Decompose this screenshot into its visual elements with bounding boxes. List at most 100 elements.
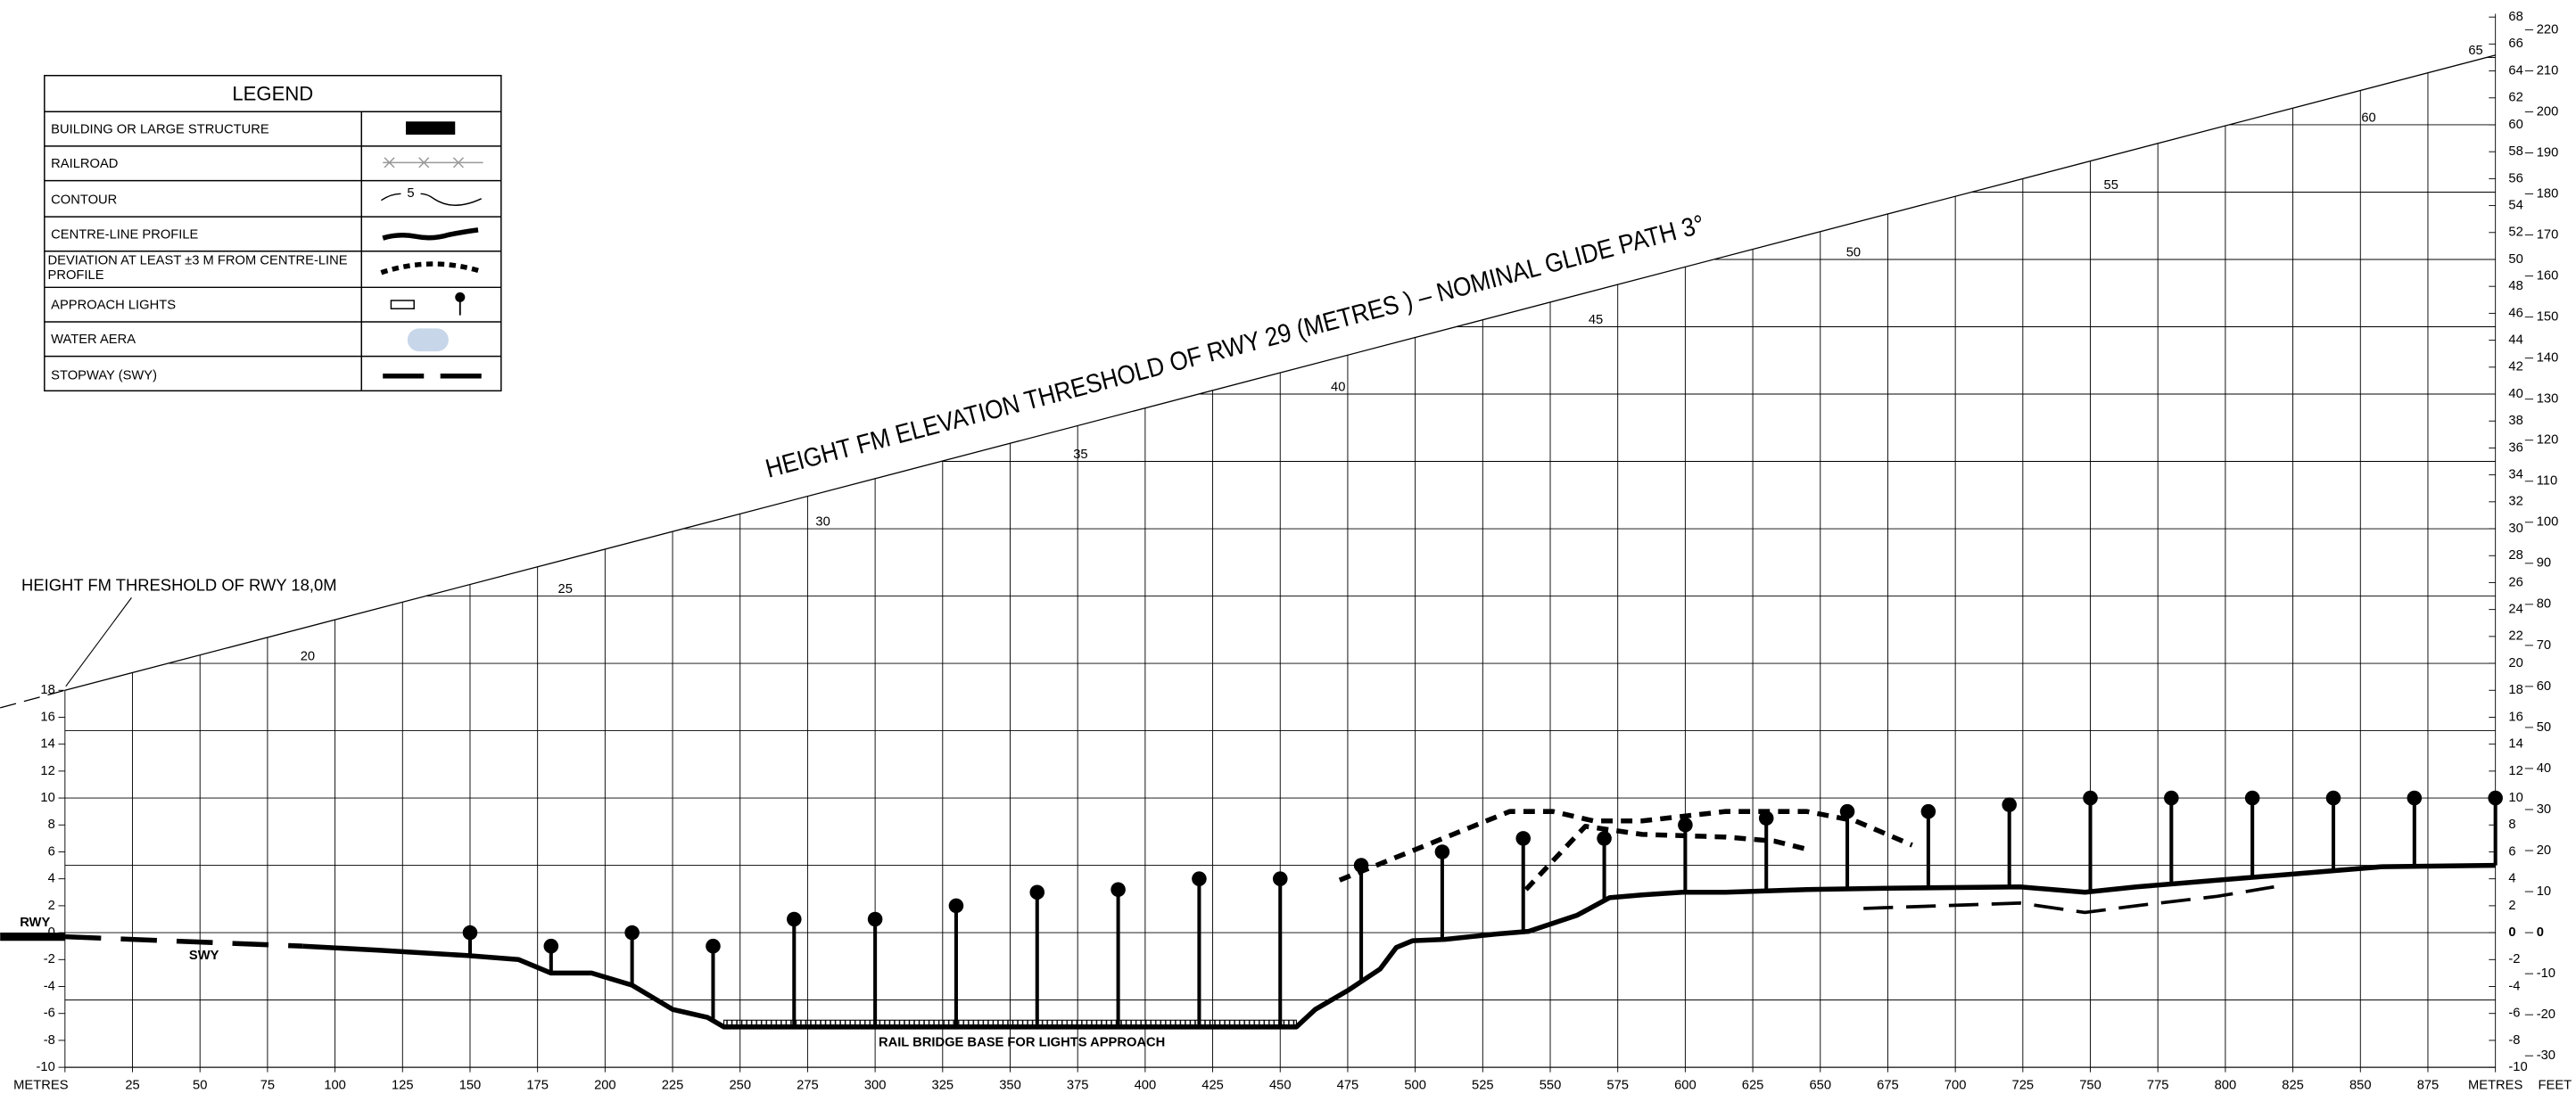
y-tick-label: 52 (2508, 226, 2522, 240)
y2-tick-label: 80 (2537, 597, 2551, 612)
x-tick-label: 600 (1674, 1078, 1697, 1092)
x-tick-label: 525 (1472, 1078, 1494, 1092)
y2-tick-label: 190 (2537, 145, 2559, 160)
y-tick-label: -2 (44, 952, 55, 966)
glide-label: 65 (2468, 44, 2482, 58)
contour-symbol (380, 193, 483, 206)
y-tick-label: 12 (2508, 764, 2522, 778)
approach-light (2244, 790, 2260, 806)
y-tick-label: 56 (2508, 171, 2522, 185)
water-symbol (407, 328, 449, 352)
x-tick-label: 500 (1404, 1078, 1426, 1092)
light-symbol (390, 300, 415, 309)
approach-light (462, 925, 478, 941)
y-tick-label: 40 (2508, 387, 2522, 401)
y-tick-label: 16 (2508, 710, 2522, 724)
y2-tick-label: 160 (2537, 268, 2559, 283)
x-tick-label: 550 (1540, 1078, 1562, 1092)
y-tick-label: 54 (2508, 198, 2522, 212)
y2-tick-label: 170 (2537, 227, 2559, 242)
y-tick-label: 48 (2508, 279, 2522, 293)
y-tick-label: 4 (48, 872, 55, 886)
y2-tick-label: -30 (2537, 1048, 2555, 1063)
x-tick-label: 100 (324, 1078, 346, 1092)
legend-label: RAILROAD (51, 157, 118, 171)
approach-light (2488, 790, 2503, 806)
y-tick-label: 18 (2508, 683, 2522, 697)
approach-light (1678, 817, 1693, 833)
approach-light (1758, 810, 1774, 826)
y2-tick-label: 110 (2537, 474, 2557, 489)
y-tick-label: 34 (2508, 468, 2522, 482)
profile-symbol (382, 227, 479, 241)
y-tick-label: -6 (44, 1007, 55, 1021)
x-tick-label: 425 (1201, 1078, 1224, 1092)
y-tick-label: 22 (2508, 629, 2522, 644)
y-tick-label: 0 (2508, 925, 2515, 940)
y2-tick-label: 10 (2537, 884, 2551, 899)
approach-light (1192, 871, 1207, 886)
y-tick-label: 28 (2508, 548, 2522, 563)
runway-label: RWY (20, 916, 50, 930)
y-tick-label: -10 (2508, 1060, 2527, 1074)
series-stopway (64, 933, 303, 949)
y-tick-label: -4 (2508, 979, 2520, 993)
y-tick-label: 46 (2508, 306, 2522, 320)
y-tick-label: 32 (2508, 495, 2522, 509)
x-tick-label: 725 (2012, 1078, 2035, 1092)
y2-tick-label: 150 (2537, 310, 2559, 325)
x-tick-label: 350 (999, 1078, 1021, 1092)
railroad-symbol (383, 157, 483, 169)
y2-tick-label: 30 (2537, 802, 2551, 817)
legend-label: WATER AERA (51, 333, 136, 347)
glide-label: 25 (558, 582, 573, 596)
approach-light (706, 938, 721, 954)
x-tick-label: 175 (526, 1078, 549, 1092)
approach-light (2083, 790, 2098, 806)
glide-path (64, 54, 2496, 691)
y-tick-label: -8 (2508, 1033, 2520, 1048)
y2-tick-label: 180 (2537, 186, 2559, 201)
approach-light (1029, 884, 1045, 900)
y-tick-label: 44 (2508, 333, 2522, 347)
y-tick-label: 50 (2508, 252, 2522, 267)
series-profile (302, 862, 2496, 1030)
x-tick-label: 675 (1877, 1078, 1899, 1092)
y2-tick-label: 60 (2537, 679, 2551, 694)
x-tick-label: 800 (2215, 1078, 2237, 1092)
x-tick-label: 750 (2079, 1078, 2101, 1092)
y-tick-label: 14 (2508, 737, 2522, 752)
approach-light (1434, 844, 1450, 859)
y2-tick-label: 210 (2537, 63, 2559, 78)
y2-tick-label: 40 (2537, 761, 2551, 776)
y-tick-label: -10 (37, 1060, 55, 1074)
y-tick-label: 6 (2508, 844, 2515, 859)
approach-light (1839, 803, 1855, 819)
x-tick-label: 650 (1809, 1078, 1831, 1092)
y-tick-label: 66 (2508, 37, 2522, 51)
glide-label: 35 (1073, 448, 1087, 462)
y2-tick-label: 100 (2537, 515, 2559, 530)
threshold-note: HEIGHT FM THRESHOLD OF RWY 18,0M (21, 575, 337, 594)
y-tick-label: 62 (2508, 91, 2522, 105)
approach-light (948, 898, 964, 914)
approach-light (1920, 803, 1936, 819)
glide-label: 60 (2361, 111, 2375, 125)
y-tick-label: 8 (48, 818, 55, 832)
y-tick-label: 26 (2508, 575, 2522, 589)
approach-light (543, 938, 559, 954)
x-tick-label: 475 (1337, 1078, 1359, 1092)
y-tick-label: 2 (2508, 899, 2515, 913)
y2-tick-label: 140 (2537, 351, 2559, 366)
x-tick-label: 575 (1606, 1078, 1629, 1092)
approach-light (1597, 831, 1612, 846)
glide-label: 20 (301, 650, 315, 664)
y2-tick-label: 200 (2537, 104, 2559, 119)
x-tick-label: 775 (2147, 1078, 2169, 1092)
y2-unit: FEET (2539, 1078, 2572, 1092)
y-tick-label: 4 (2508, 872, 2515, 886)
x-tick-label: 225 (662, 1078, 684, 1092)
x-tick-label: 325 (932, 1078, 954, 1092)
x-tick-label: 850 (2349, 1078, 2372, 1092)
